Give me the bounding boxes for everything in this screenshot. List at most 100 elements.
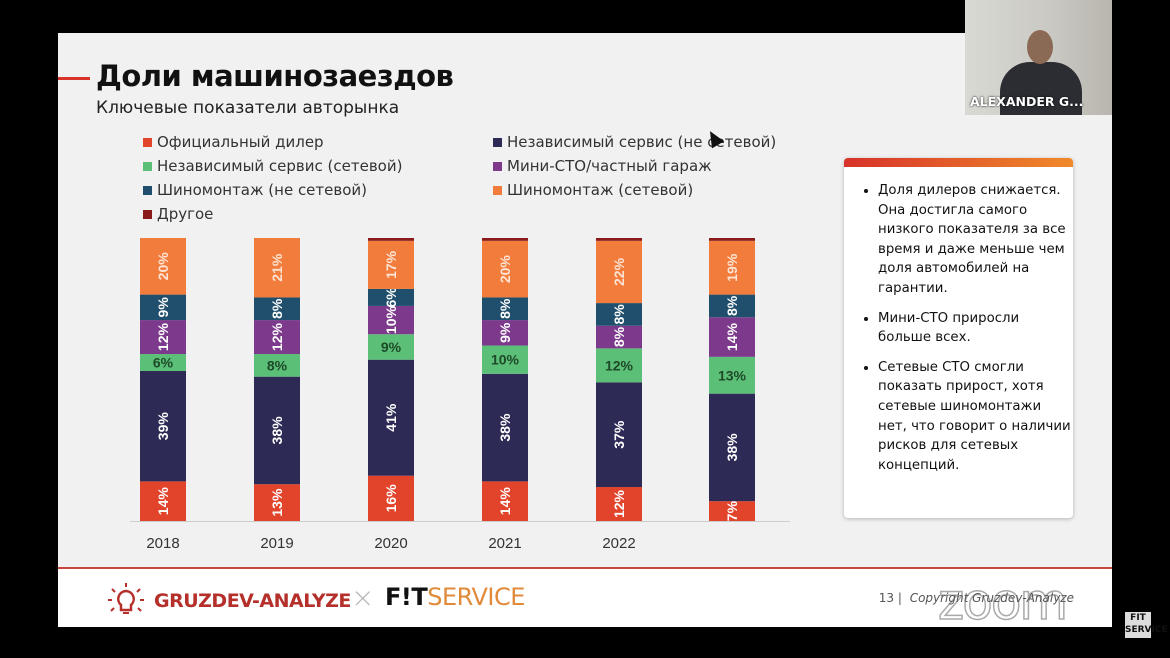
gruzdev-logo: GRUZDEV-ANALYZE [106, 583, 351, 619]
data-label: 12% [155, 322, 171, 351]
slide-footer: GRUZDEV-ANALYZE × F!TSERVICE zoom 13 | C… [58, 567, 1112, 632]
bar-segment [368, 238, 414, 241]
bar-segment [709, 317, 755, 357]
legend-swatch [143, 185, 152, 195]
bar-segment [368, 240, 414, 289]
data-label: 13% [718, 367, 747, 383]
participant-name: ALEXANDER G... [970, 94, 1084, 109]
bar-segment [368, 288, 414, 306]
data-label: 8% [497, 298, 513, 319]
data-label: 13% [269, 488, 285, 517]
legend-label: Другое [157, 205, 214, 223]
bar-segment [709, 501, 755, 521]
bar-segment [368, 475, 414, 521]
bar-segment [596, 382, 642, 488]
data-label: 8% [269, 298, 285, 319]
legend-item: Мини-СТО/частный гараж [493, 157, 712, 175]
notes-box: Доля дилеров снижается. Она достигла сам… [844, 158, 1073, 518]
bar-segment [368, 359, 414, 476]
x-tick-label: 2020 [374, 535, 407, 552]
data-label: 14% [155, 487, 171, 516]
data-label: 12% [269, 322, 285, 351]
title-accent-line [58, 77, 90, 80]
copyright: Copyright Gruzdev-Analyze [909, 591, 1074, 605]
data-label: 9% [381, 339, 402, 355]
legend-label: Официальный дилер [157, 133, 324, 151]
data-label: 22% [611, 257, 627, 286]
data-label: 20% [155, 252, 171, 281]
legend-item: Независимый сервис (не сетевой) [493, 133, 776, 151]
bar-segment [709, 393, 755, 502]
slide: Доли машинозаездов Ключевые показатели а… [58, 33, 1112, 632]
x-tick-label: 2019 [260, 535, 293, 552]
data-label: 12% [611, 489, 627, 518]
participant-video-body [1000, 62, 1082, 115]
bar-segment [596, 325, 642, 349]
bar-segment [482, 373, 528, 482]
bar-segment [596, 303, 642, 326]
bar-segment [709, 356, 755, 394]
data-label: 9% [497, 322, 513, 343]
bar-segment [482, 320, 528, 346]
bar-segment [254, 238, 300, 298]
fitservice-side-logo: FIT SERVICE [1125, 612, 1168, 638]
legend-item: Официальный дилер [143, 133, 324, 151]
note-item: Мини-СТО приросли больше всех. [878, 309, 1073, 348]
data-label: 6% [383, 287, 399, 308]
bar-segment [596, 487, 642, 521]
bar-segment [254, 484, 300, 521]
legend-swatch [143, 161, 152, 171]
legend-swatch [493, 161, 502, 171]
brand-fitservice: F!TSERVICE [385, 583, 525, 611]
x-tick-label: 2022 [602, 535, 635, 552]
lightbulb-icon [108, 583, 144, 614]
bar-segment [140, 294, 186, 321]
data-label: 8% [611, 304, 627, 325]
bar-segment [254, 320, 300, 355]
bar-segment [140, 371, 186, 482]
data-label: 16% [383, 484, 399, 513]
data-label: 8% [611, 326, 627, 347]
stacked-bar-chart: 14% 39% 6% 12% 9% 20% 2018 13% 38% 8% 12% 8% 21% 2019… [130, 238, 790, 552]
data-label: 39% [155, 412, 171, 441]
brand-gruzdev: GRUZDEV-ANALYZE [154, 590, 351, 612]
x-tick-label: 2018 [146, 535, 179, 552]
data-label: 17% [383, 250, 399, 279]
legend-label: Независимый сервис (не сетевой) [507, 133, 777, 151]
data-label: 38% [724, 433, 740, 462]
bar-segment [596, 238, 642, 241]
data-label: 10% [491, 352, 520, 368]
note-item: Сетевые СТО смогли показать прирост, хот… [878, 358, 1073, 476]
bar-segment [140, 354, 186, 372]
bar-segment [709, 294, 755, 318]
bar-segment [482, 345, 528, 374]
data-label: 8% [267, 357, 288, 373]
bar-segment [368, 305, 414, 335]
data-label: 19% [724, 253, 740, 282]
bar-segment [596, 348, 642, 383]
data-label: 37% [611, 420, 627, 449]
service-text: SERVICE [427, 583, 525, 611]
participant-video-head [1027, 30, 1053, 64]
legend-label: Мини-СТО/частный гараж [507, 157, 712, 175]
data-label: 9% [155, 297, 171, 318]
data-label: 6% [153, 355, 174, 371]
bar-segment [482, 297, 528, 321]
legend-swatch [493, 185, 502, 195]
slide-subtitle: Ключевые показатели авторынка [96, 98, 400, 118]
bar-segment [482, 240, 528, 298]
bar-segment [254, 297, 300, 321]
bar-segment [254, 354, 300, 377]
legend-swatch [143, 209, 152, 219]
x-tick-label: 2021 [488, 535, 521, 552]
legend-label: Шиномонтаж (не сетевой) [157, 181, 367, 199]
page-info: 13 | Copyright Gruzdev-Analyze [878, 591, 1074, 605]
data-label: 38% [269, 416, 285, 445]
bar-segment [140, 238, 186, 295]
fit-text: F!T [385, 583, 428, 611]
video-tile[interactable]: ALEXANDER G... [965, 0, 1112, 115]
data-label: 41% [383, 403, 399, 432]
note-item: Доля дилеров снижается. Она достигла сам… [878, 181, 1073, 299]
data-label: 7% [724, 500, 740, 521]
legend-item: Другое [143, 205, 213, 223]
